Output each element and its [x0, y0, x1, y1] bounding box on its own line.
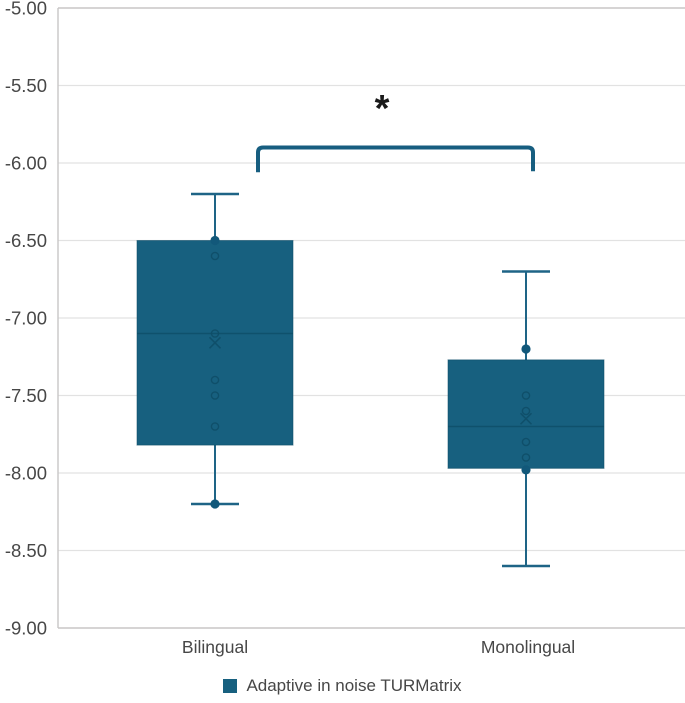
mean-marker-bilingual — [208, 336, 222, 349]
y-tick-label: -8.00 — [5, 463, 47, 484]
y-tick-label: -8.50 — [5, 540, 47, 561]
y-tick-label: -6.00 — [5, 153, 47, 174]
y-tick-label: -7.50 — [5, 385, 47, 406]
data-point-open-monolingual[interactable] — [521, 406, 531, 416]
data-point-filled-bilingual[interactable] — [210, 499, 220, 509]
category-label-bilingual: Bilingual — [181, 637, 249, 657]
y-tick-label: -6.50 — [5, 230, 47, 251]
data-point-open-bilingual[interactable] — [210, 329, 220, 338]
data-point-filled-monolingual[interactable] — [521, 465, 531, 475]
y-tick-label: -9.00 — [5, 618, 47, 639]
data-point-open-monolingual[interactable] — [521, 391, 531, 400]
legend-label: Adaptive in noise TURMatrix — [246, 676, 462, 695]
significance-bracket — [256, 145, 535, 173]
data-point-open-bilingual[interactable] — [210, 422, 220, 431]
y-tick-label: -5.50 — [5, 75, 47, 96]
data-point-open-monolingual[interactable] — [521, 453, 531, 462]
mean-marker-monolingual — [519, 412, 533, 425]
data-point-open-bilingual[interactable] — [210, 391, 220, 400]
data-point-filled-bilingual[interactable] — [210, 235, 220, 246]
legend[interactable]: Adaptive in noise TURMatrix — [0, 676, 685, 696]
data-point-open-bilingual[interactable] — [210, 251, 220, 261]
data-point-open-bilingual[interactable] — [210, 375, 220, 385]
data-point-open-monolingual[interactable] — [521, 437, 531, 447]
data-point-filled-monolingual[interactable] — [521, 344, 531, 354]
category-label-monolingual: Monolingual — [480, 637, 576, 657]
y-tick-label: -5.00 — [5, 0, 47, 19]
significance-asterisk: * — [375, 88, 390, 130]
y-tick-label: -7.00 — [5, 308, 47, 329]
legend-swatch — [223, 679, 238, 693]
